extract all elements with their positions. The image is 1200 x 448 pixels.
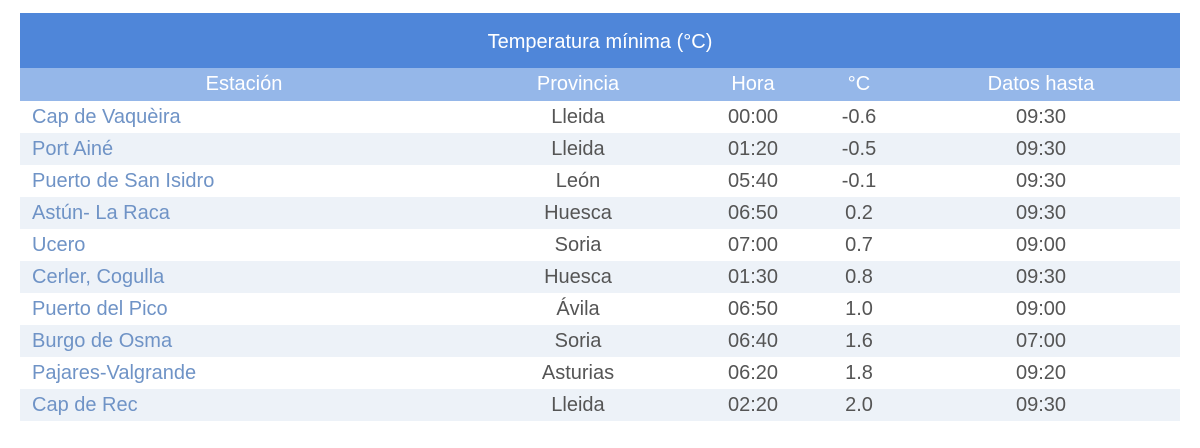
column-header: Hora <box>731 73 775 95</box>
temperature: 0.8 <box>845 266 873 288</box>
temperature: 1.8 <box>845 362 873 384</box>
temperature: 0.2 <box>845 202 873 224</box>
temperature: -0.5 <box>841 138 877 160</box>
station-link[interactable]: Cerler, Cogulla <box>32 266 165 288</box>
data-until: 09:00 <box>1015 298 1067 320</box>
time: 01:30 <box>727 266 779 288</box>
column-header: Estación <box>205 73 283 95</box>
province: Lleida <box>551 106 605 128</box>
province: Soria <box>554 234 602 256</box>
data-until: 09:00 <box>1015 234 1067 256</box>
temperature: 1.6 <box>845 330 873 352</box>
station-link[interactable]: Port Ainé <box>32 138 114 160</box>
table-row: Ucero Soria 07:00 0.7 09:00 <box>20 229 1180 261</box>
station-link[interactable]: Puerto del Pico <box>32 298 168 320</box>
time: 05:40 <box>727 170 779 192</box>
temperature: 2.0 <box>845 394 873 416</box>
station-link[interactable]: Astún- La Raca <box>32 202 170 224</box>
data-until: 09:30 <box>1015 202 1067 224</box>
province: Soria <box>554 330 602 352</box>
table-row: Cap de Vaquèira Lleida 00:00 -0.6 09:30 <box>20 101 1180 133</box>
province: Lleida <box>551 138 605 160</box>
column-header: Datos hasta <box>987 73 1095 95</box>
table-row: Pajares-Valgrande Asturias 06:20 1.8 09:20 <box>20 357 1180 389</box>
time: 06:50 <box>727 202 779 224</box>
data-until: 09:30 <box>1015 106 1067 128</box>
table-title: Temperatura mínima (°C) <box>20 13 1180 68</box>
temperature: -0.6 <box>841 106 877 128</box>
table-row: Cap de Rec Lleida 02:20 2.0 09:30 <box>20 389 1180 421</box>
data-until: 09:30 <box>1015 266 1067 288</box>
station-link[interactable]: Pajares-Valgrande <box>32 362 197 384</box>
time: 01:20 <box>727 138 779 160</box>
province: Asturias <box>541 362 615 384</box>
time: 00:00 <box>727 106 779 128</box>
station-link[interactable]: Burgo de Osma <box>32 330 173 352</box>
data-until: 09:30 <box>1015 170 1067 192</box>
time: 06:20 <box>727 362 779 384</box>
data-until: 09:30 <box>1015 394 1067 416</box>
table-row: Port Ainé Lleida 01:20 -0.5 09:30 <box>20 133 1180 165</box>
table-row: Astún- La Raca Huesca 06:50 0.2 09:30 <box>20 197 1180 229</box>
data-until: 09:30 <box>1015 138 1067 160</box>
table-row: Burgo de Osma Soria 06:40 1.6 07:00 <box>20 325 1180 357</box>
table-row: Puerto de San Isidro León 05:40 -0.1 09:30 <box>20 165 1180 197</box>
province: León <box>555 170 601 192</box>
time: 06:50 <box>727 298 779 320</box>
time: 07:00 <box>727 234 779 256</box>
station-link[interactable]: Ucero <box>32 234 86 256</box>
province: Huesca <box>544 202 612 224</box>
province: Lleida <box>551 394 605 416</box>
station-link[interactable]: Puerto de San Isidro <box>32 170 215 192</box>
province: Ávila <box>556 298 600 320</box>
data-until: 09:20 <box>1015 362 1067 384</box>
temperature: -0.1 <box>841 170 877 192</box>
data-until: 07:00 <box>1015 330 1067 352</box>
station-link[interactable]: Cap de Rec <box>32 394 138 416</box>
column-header: °C <box>847 73 871 95</box>
time: 06:40 <box>727 330 779 352</box>
temperature: 1.0 <box>845 298 873 320</box>
temperature: 0.7 <box>845 234 873 256</box>
header-row: Estación Provincia Hora °C Datos hasta <box>20 68 1180 101</box>
province: Huesca <box>544 266 612 288</box>
table-row: Puerto del Pico Ávila 06:50 1.0 09:00 <box>20 293 1180 325</box>
column-header: Provincia <box>536 73 620 95</box>
table-row: Cerler, Cogulla Huesca 01:30 0.8 09:30 <box>20 261 1180 293</box>
time: 02:20 <box>727 394 779 416</box>
station-link[interactable]: Cap de Vaquèira <box>32 106 181 128</box>
